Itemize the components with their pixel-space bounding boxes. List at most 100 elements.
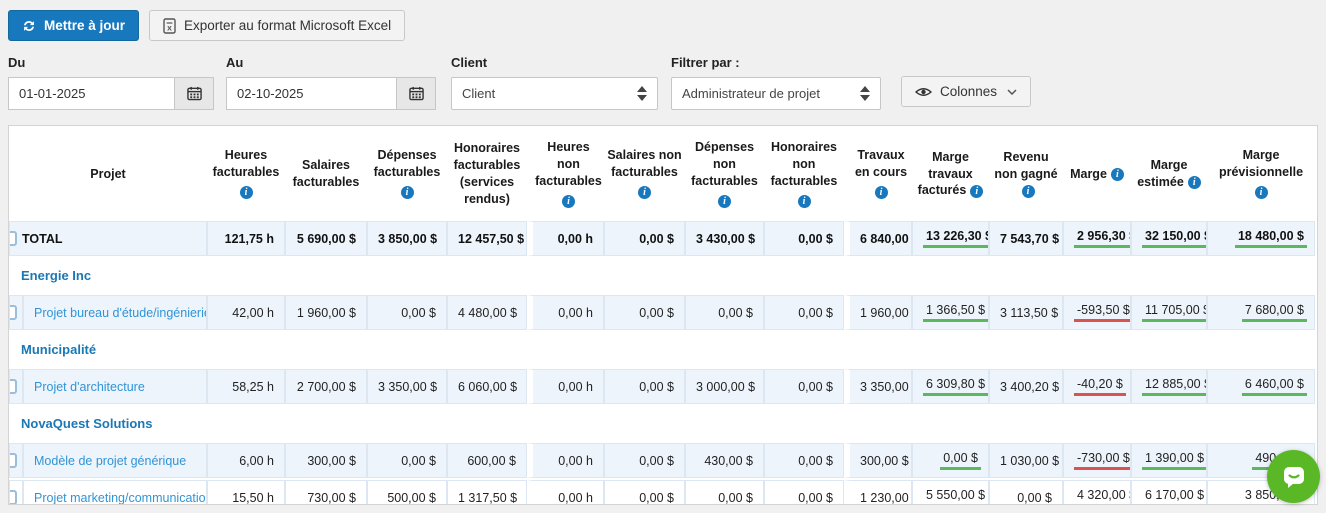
select-arrows-icon	[637, 86, 647, 101]
value-cell: 3 400,20 $	[989, 369, 1063, 404]
col-header-label: Dépenses facturables	[373, 148, 441, 180]
value-cell: 121,75 h	[207, 221, 285, 256]
value-cell: 0,00 $	[604, 221, 685, 256]
col-header-6: Salaires non facturables i	[604, 129, 685, 219]
info-icon[interactable]: i	[874, 186, 888, 200]
to-date-label: Au	[226, 55, 244, 70]
from-date-calendar-button[interactable]	[174, 77, 214, 110]
project-link[interactable]: Modèle de projet générique	[34, 453, 187, 468]
project-link[interactable]: Projet d'architecture	[34, 379, 145, 394]
value-cell: 4 320,00 $	[1063, 480, 1131, 504]
col-header-label: Marge travaux facturés	[917, 149, 973, 198]
info-icon[interactable]: i	[718, 194, 731, 208]
filter-by-select[interactable]: Administrateur de projet	[671, 77, 881, 110]
to-date-input[interactable]	[226, 77, 396, 110]
value-cell: -40,20 $	[1063, 369, 1131, 404]
client-select-value: Client	[462, 86, 496, 101]
info-icon[interactable]: i	[1110, 167, 1124, 181]
chat-bubble-icon	[1279, 462, 1309, 492]
value-cell: 13 226,30 $	[912, 221, 989, 256]
value-cell: 0,00 $	[764, 295, 844, 330]
col-header-label: Heures facturables	[212, 148, 280, 180]
value-cell: 15,50 h	[207, 480, 285, 504]
info-icon[interactable]: i	[400, 186, 414, 200]
value-cell: 0,00 $	[604, 443, 685, 478]
col-header-11: Revenu non gagné i	[989, 129, 1063, 219]
col-header-9: Travaux en cours i	[844, 129, 912, 219]
col-header-projet: Projet	[9, 129, 207, 219]
client-group-link[interactable]: Energie Inc	[21, 268, 92, 283]
info-icon[interactable]: i	[239, 186, 253, 200]
table-row-group: Energie Inc	[9, 258, 1315, 293]
excel-file-icon: x	[163, 17, 176, 34]
value-cell: 500,00 $	[367, 480, 447, 504]
value-cell: 600,00 $	[447, 443, 527, 478]
client-select[interactable]: Client	[451, 77, 658, 110]
from-date-input[interactable]	[8, 77, 174, 110]
filter-by-group: Filtrer par : Administrateur de projet	[671, 55, 881, 110]
value-cell: 0,00 h	[527, 369, 604, 404]
col-header-label: Marge	[1070, 166, 1107, 181]
value-cell: 6,00 h	[207, 443, 285, 478]
value-cell: -593,50 $	[1063, 295, 1131, 330]
info-icon[interactable]: i	[797, 194, 811, 208]
clipped-row-icon	[10, 378, 17, 394]
col-header-8: Honoraires non facturables i	[764, 129, 844, 219]
info-icon[interactable]: i	[1187, 176, 1201, 190]
value-cell: 0,00 $	[604, 369, 685, 404]
row-icon-cell	[9, 443, 23, 478]
col-header-4: Honoraires facturables (services rendus)	[447, 129, 527, 219]
value-cell: 32 150,00 $	[1131, 221, 1207, 256]
calendar-icon	[186, 86, 202, 101]
col-header-label: Dépenses non facturables	[691, 139, 758, 188]
value-cell: 6 840,00 $	[844, 221, 912, 256]
value-cell: 2 956,30 $	[1063, 221, 1131, 256]
update-button[interactable]: Mettre à jour	[8, 10, 140, 41]
value-cell: 11 705,00 $	[1131, 295, 1207, 330]
filter-bar: Du Au Client Client Filt	[8, 55, 1032, 110]
client-group-cell: NovaQuest Solutions	[9, 406, 1315, 441]
client-group-link[interactable]: NovaQuest Solutions	[21, 416, 153, 431]
value-cell: 1 366,50 $	[912, 295, 989, 330]
columns-button[interactable]: Colonnes	[901, 76, 1032, 107]
info-icon[interactable]: i	[1254, 186, 1268, 200]
value-cell: 6 060,00 $	[447, 369, 527, 404]
report-table-card: Projet Heures facturables i Salaires factur…	[8, 125, 1318, 505]
col-header-13: Marge estimée i	[1131, 129, 1207, 219]
chat-button[interactable]	[1267, 450, 1320, 503]
col-header-label: Honoraires facturables (services rendus)	[453, 141, 521, 206]
project-link[interactable]: Projet marketing/communication	[34, 490, 207, 505]
value-cell: 0,00 $	[367, 295, 447, 330]
info-icon[interactable]: i	[562, 194, 575, 208]
columns-button-label: Colonnes	[940, 84, 998, 99]
total-label: TOTAL	[22, 231, 63, 246]
toolbar: Mettre à jour x Exporter au format Micro…	[8, 10, 406, 41]
value-cell: 430,00 $	[685, 443, 764, 478]
value-cell: 3 430,00 $	[685, 221, 764, 256]
table-header-row: Projet Heures facturables i Salaires factur…	[9, 129, 1315, 219]
to-date-calendar-button[interactable]	[396, 77, 436, 110]
client-group-cell: Energie Inc	[9, 258, 1315, 293]
value-cell: 12 457,50 $	[447, 221, 527, 256]
row-icon-cell	[9, 369, 23, 404]
info-icon[interactable]: i	[970, 184, 984, 198]
table-row-group: NovaQuest Solutions	[9, 406, 1315, 441]
project-name-cell: Projet marketing/communication	[23, 480, 207, 505]
value-cell: 6 170,00 $	[1131, 480, 1207, 504]
row-icon-cell	[9, 480, 23, 504]
export-excel-button[interactable]: x Exporter au format Microsoft Excel	[149, 10, 406, 41]
col-header-label: Salaires non facturables	[607, 148, 682, 180]
client-group-link[interactable]: Municipalité	[21, 342, 97, 357]
project-link[interactable]: Projet bureau d'étude/ingénierie	[34, 305, 207, 320]
table-row-project: Modèle de projet générique 6,00 h 300,00 $…	[9, 443, 1315, 478]
value-cell: 3 350,00 $	[367, 369, 447, 404]
filter-by-label: Filtrer par :	[671, 55, 740, 70]
value-cell: 300,00 $	[285, 443, 367, 478]
to-date-group: Au	[226, 55, 436, 110]
value-cell: 0,00 h	[527, 480, 604, 504]
info-icon[interactable]: i	[1021, 184, 1035, 198]
value-cell: 0,00 $	[604, 480, 685, 504]
project-name-cell: Modèle de projet générique	[23, 443, 207, 478]
info-icon[interactable]: i	[638, 186, 651, 200]
